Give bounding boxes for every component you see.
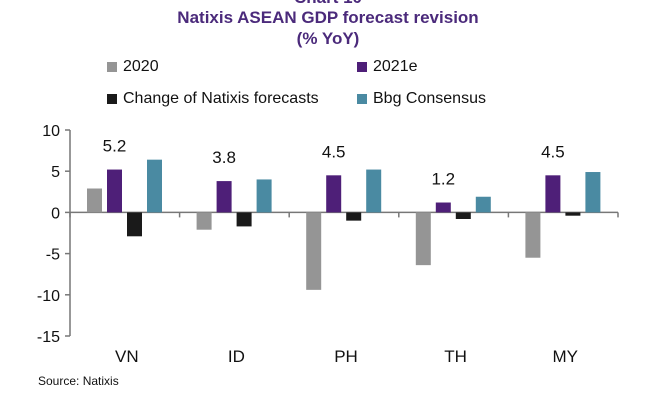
x-category-label: ID (228, 347, 245, 366)
bar-change-of-natixis-forecasts-th (455, 212, 471, 219)
bar-2020-my (525, 212, 541, 258)
y-tick-label: -10 (37, 288, 60, 305)
legend-label: 2020 (123, 58, 159, 75)
bar-bbg-consensus-id (256, 179, 272, 213)
x-category-label: PH (334, 347, 358, 366)
chart-number: Chart 10 (0, 0, 656, 8)
legend-label: Change of Natixis forecasts (123, 90, 319, 107)
source-note: Source: Natixis (38, 374, 119, 388)
bar-2020-ph (306, 212, 322, 290)
bar-bbg-consensus-vn (147, 159, 162, 213)
chart-subtitle: (% YoY) (296, 29, 360, 48)
bar-2021e-ph (326, 175, 342, 213)
legend-item-change: Change of Natixis forecasts (107, 90, 319, 108)
legend-swatch (107, 62, 117, 72)
data-label: 4.5 (541, 142, 565, 161)
bar-bbg-consensus-my (585, 172, 601, 213)
chart-title: Natixis ASEAN GDP forecast revision (177, 8, 479, 27)
bar-2021e-vn (107, 169, 122, 213)
data-label: 1.2 (431, 170, 455, 189)
bar-2021e-my (545, 175, 561, 213)
legend-swatch (107, 94, 117, 104)
x-category-label: MY (552, 347, 578, 366)
legend-swatch (357, 94, 367, 104)
bar-2020-id (196, 212, 212, 230)
legend-label: Bbg Consensus (373, 90, 486, 107)
bar-change-of-natixis-forecasts-id (236, 212, 252, 227)
legend-item-2020: 2020 (107, 58, 159, 76)
legend-swatch (357, 62, 367, 72)
bar-change-of-natixis-forecasts-ph (346, 212, 362, 221)
legend-label: 2021e (373, 58, 418, 75)
bar-bbg-consensus-ph (366, 169, 382, 213)
legend-item-2021e: 2021e (357, 58, 418, 76)
bar-2020-th (415, 212, 431, 266)
bar-change-of-natixis-forecasts-my (565, 212, 581, 216)
x-category-label: TH (444, 347, 467, 366)
bar-2021e-id (216, 181, 232, 213)
bar-2021e-th (435, 202, 451, 213)
data-label: 5.2 (103, 137, 127, 156)
y-tick-label: 0 (51, 205, 60, 222)
y-tick-label: -5 (46, 247, 60, 264)
y-tick-label: 5 (51, 164, 60, 181)
x-category-label: VN (115, 347, 139, 366)
legend-item-bbg: Bbg Consensus (357, 90, 486, 108)
bar-bbg-consensus-th (475, 196, 491, 213)
bar-2020-vn (87, 188, 102, 213)
bar-change-of-natixis-forecasts-vn (127, 212, 142, 237)
data-label: 3.8 (212, 148, 236, 167)
y-tick-label: -15 (37, 329, 60, 346)
data-label: 4.5 (322, 142, 346, 161)
y-tick-label: 10 (42, 123, 60, 140)
